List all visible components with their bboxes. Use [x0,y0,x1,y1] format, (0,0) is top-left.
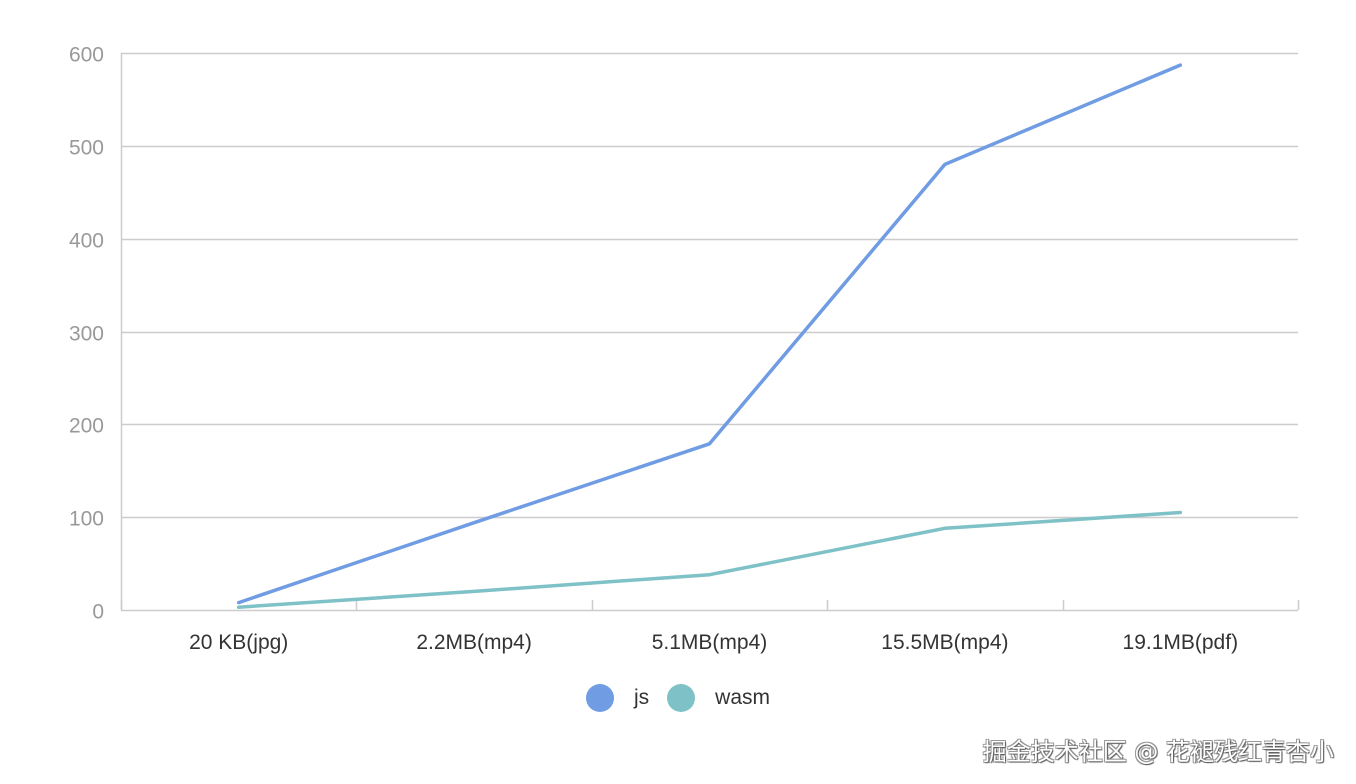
legend-label: js [633,686,650,709]
y-tick-label: 600 [69,44,104,67]
legend-item-js[interactable]: js [585,684,650,712]
legend-label: wasm [715,686,770,709]
legend: js wasm [0,684,1356,712]
y-tick-label: 300 [69,323,104,346]
legend-dot-js-icon [585,684,614,712]
x-tick-label: 15.5MB(mp4) [881,631,1008,654]
y-tick-label: 400 [69,230,104,253]
grid-lines [121,52,1298,612]
line-chart: 0 100 200 300 400 500 600 20 KB(jpg) 2.2MB(mp4)… [69,44,1300,654]
x-tick-label: 20 KB(jpg) [189,631,288,654]
x-axis: 20 KB(jpg) 2.2MB(mp4) 5.1MB(mp4) 15.5MB(mp4… [120,600,1300,654]
y-axis: 0 100 200 300 400 500 600 [69,44,123,624]
x-tick-label: 2.2MB(mp4) [416,631,532,654]
watermark: 掘金技术社区 @ 花褪残红青杏小 [982,738,1334,766]
y-tick-label: 500 [69,137,104,160]
legend-item-wasm[interactable]: wasm [667,684,770,712]
series-lines [236,63,1183,609]
series-line-wasm[interactable] [236,510,1183,609]
y-tick-label: 0 [92,601,104,624]
y-tick-label: 100 [69,508,104,531]
x-tick-label: 5.1MB(mp4) [652,631,768,654]
series-line-js[interactable] [236,63,1183,605]
legend-dot-wasm-icon [667,684,696,712]
y-tick-label: 200 [69,415,104,438]
x-tick-label: 19.1MB(pdf) [1123,631,1239,654]
